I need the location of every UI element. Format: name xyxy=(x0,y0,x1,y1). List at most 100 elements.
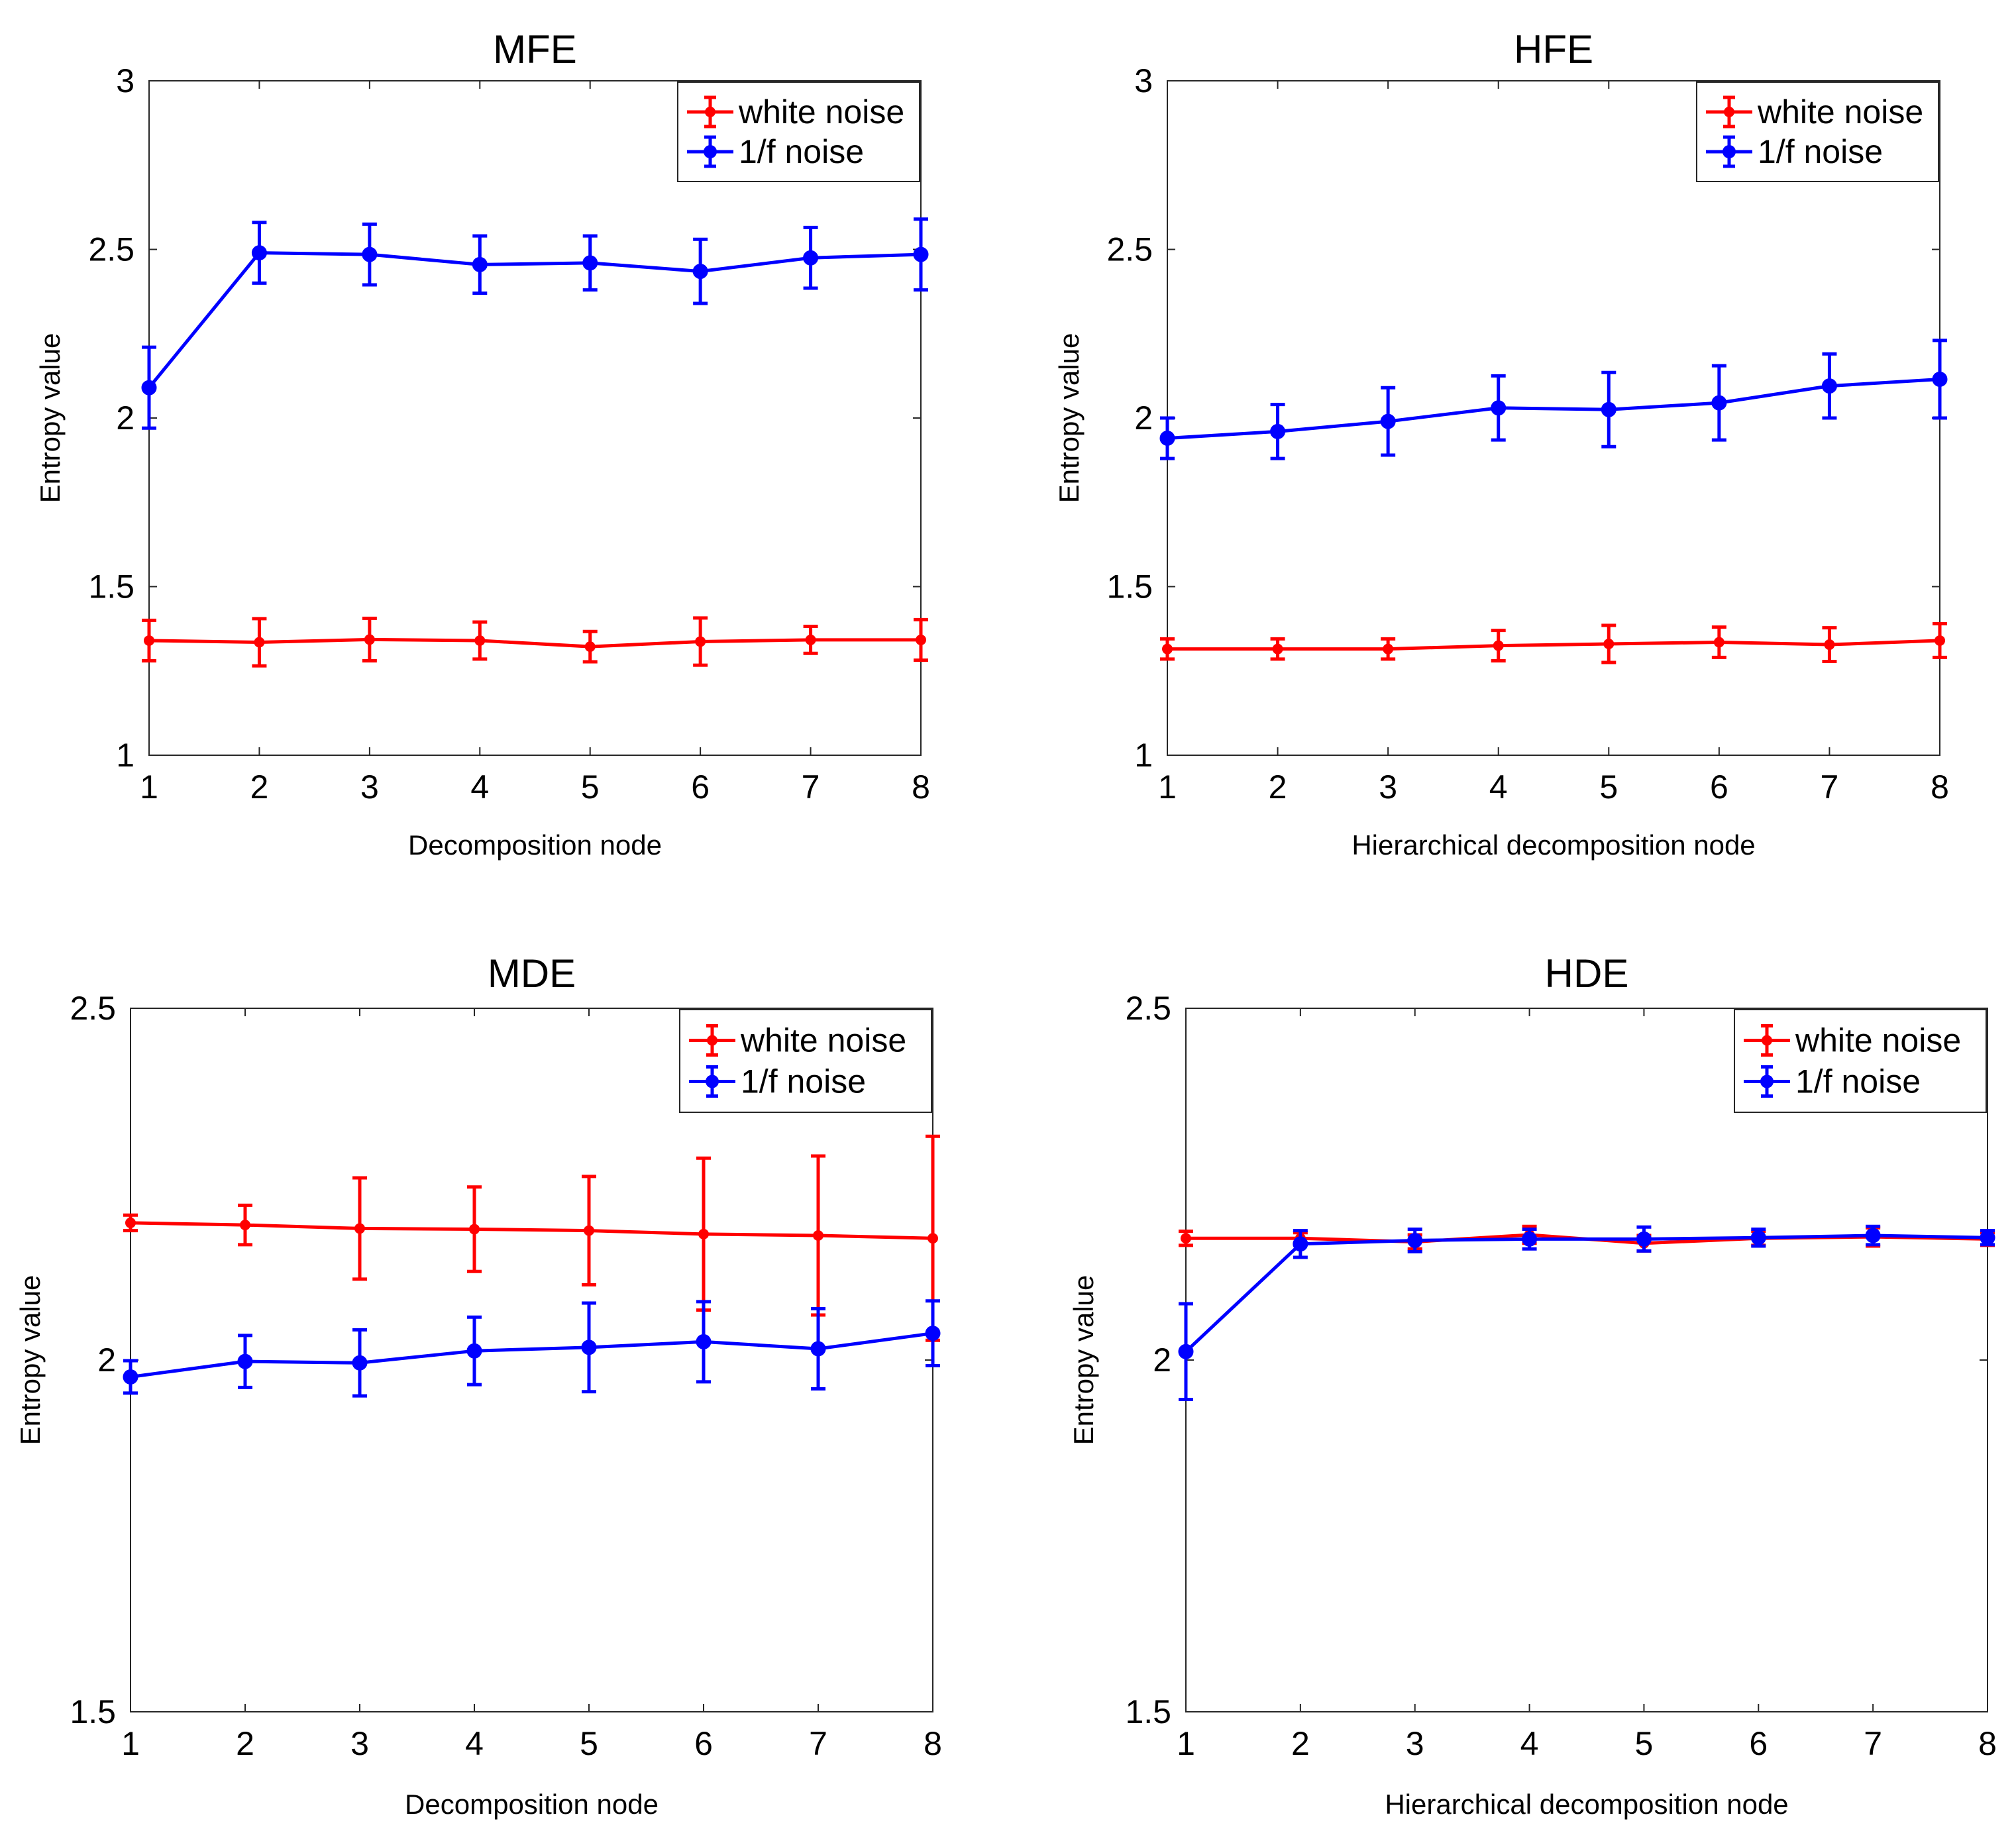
data-point xyxy=(123,1369,138,1385)
data-point xyxy=(254,637,265,648)
legend-label: 1/f noise xyxy=(739,133,864,170)
legend-box xyxy=(1696,81,1939,182)
x-tick-label: 8 xyxy=(1978,1725,1997,1762)
data-point xyxy=(1750,1230,1766,1245)
x-tick-label: 3 xyxy=(350,1725,369,1762)
series-line xyxy=(1185,1234,1988,1353)
x-tick-label: 5 xyxy=(1635,1725,1654,1762)
data-point xyxy=(474,635,486,646)
series-1-f-noise xyxy=(123,1299,941,1398)
data-point xyxy=(1178,1343,1194,1359)
x-tick-label: 8 xyxy=(1931,768,1949,806)
data-point xyxy=(805,634,816,645)
data-point xyxy=(1522,1231,1538,1247)
legend: white noise 1/f noise xyxy=(1734,1009,1987,1113)
y-tick-label: 1.5 xyxy=(1125,1693,1171,1730)
legend-box xyxy=(1734,1009,1987,1113)
legend-item: 1/f noise xyxy=(1744,1063,1921,1100)
data-point xyxy=(695,636,706,647)
legend-item: white noise xyxy=(1706,93,1923,131)
legend-item: 1/f noise xyxy=(1706,133,1883,170)
legend-box xyxy=(677,81,920,182)
chart-title: MFE xyxy=(493,27,577,72)
y-tick-label: 2.5 xyxy=(1125,990,1171,1027)
series-1-f-noise xyxy=(1178,1224,1995,1401)
data-point xyxy=(692,264,708,280)
x-tick-label: 7 xyxy=(802,768,820,806)
x-tick-label: 6 xyxy=(694,1725,713,1762)
data-point xyxy=(1821,378,1837,394)
y-axis-label: Entropy value xyxy=(34,333,66,503)
series-1-f-noise xyxy=(1159,339,1948,460)
y-tick-label: 2.5 xyxy=(1106,231,1153,268)
chart-panel-mde: 1 2 3 4 5 6 7 8 1.5 2 2.5 MDE Decomposition node Entr… xyxy=(15,951,942,1820)
legend-marker xyxy=(705,107,716,117)
y-tick-label: 1.5 xyxy=(88,568,134,605)
x-tick-label: 2 xyxy=(236,1725,254,1762)
data-point xyxy=(144,635,154,646)
data-point xyxy=(469,1224,480,1235)
series-1-f-noise xyxy=(141,217,929,430)
legend-label: white noise xyxy=(738,93,904,131)
data-point xyxy=(1603,639,1615,650)
data-point xyxy=(1380,413,1396,429)
x-tick-label: 5 xyxy=(580,1725,598,1762)
data-point xyxy=(581,1340,597,1355)
chart-title: MDE xyxy=(488,951,576,996)
legend-label: white noise xyxy=(1795,1022,1961,1059)
data-point xyxy=(1407,1232,1423,1248)
chart-title: HDE xyxy=(1545,951,1629,996)
x-tick-label: 1 xyxy=(140,768,158,806)
y-tick-label: 2.5 xyxy=(70,990,116,1027)
legend-marker xyxy=(707,1035,717,1046)
y-axis-label: Entropy value xyxy=(1053,333,1085,503)
x-tick-label: 4 xyxy=(1520,1725,1539,1762)
legend-item: 1/f noise xyxy=(689,1063,866,1100)
data-point xyxy=(141,380,157,395)
chart-panel-mfe: 1 2 3 4 5 6 7 8 1 1.5 2 2.5 3 MFE Decomposition node En… xyxy=(34,27,930,861)
data-point xyxy=(913,246,929,262)
data-point xyxy=(813,1230,823,1241)
y-tick-label: 1 xyxy=(116,737,134,774)
data-point xyxy=(125,1217,136,1228)
legend-label: white noise xyxy=(740,1022,906,1059)
data-point xyxy=(1824,639,1835,651)
legend-box xyxy=(679,1009,932,1113)
data-point xyxy=(1980,1230,1995,1245)
data-point xyxy=(696,1334,712,1349)
data-point xyxy=(1270,423,1286,439)
data-point xyxy=(1713,637,1724,648)
legend-item: white noise xyxy=(689,1022,906,1059)
data-point xyxy=(472,256,488,272)
data-point xyxy=(364,634,375,645)
legend-marker xyxy=(1762,1035,1772,1046)
y-axis-label: Entropy value xyxy=(1068,1275,1099,1445)
series-line xyxy=(130,1332,933,1379)
x-axis-label: Hierarchical decomposition node xyxy=(1352,829,1755,861)
x-tick-label: 1 xyxy=(121,1725,140,1762)
x-tick-label: 6 xyxy=(691,768,710,806)
data-point xyxy=(698,1228,709,1239)
y-tick-label: 3 xyxy=(116,62,134,99)
x-tick-label: 3 xyxy=(360,768,379,806)
chart-panel-hfe: 1 2 3 4 5 6 7 8 1 1.5 2 2.5 3 HFE Hierarchical decompo… xyxy=(1053,27,1949,861)
x-tick-label: 4 xyxy=(470,768,489,806)
x-tick-label: 5 xyxy=(1599,768,1618,806)
data-point xyxy=(1601,401,1617,417)
x-tick-label: 3 xyxy=(1406,1725,1424,1762)
data-point xyxy=(1491,400,1507,416)
data-point xyxy=(1272,643,1283,655)
data-point xyxy=(1711,395,1727,411)
data-point xyxy=(810,1341,826,1357)
chart-title: HFE xyxy=(1514,27,1593,72)
data-point xyxy=(1935,635,1945,646)
data-point xyxy=(362,246,378,262)
legend-marker xyxy=(706,1075,719,1088)
series-line xyxy=(148,251,922,389)
data-point xyxy=(584,641,596,653)
legend-label: 1/f noise xyxy=(1795,1063,1921,1100)
x-axis-label: Hierarchical decomposition node xyxy=(1385,1789,1788,1820)
data-point xyxy=(1383,643,1394,655)
y-tick-label: 2.5 xyxy=(88,231,134,268)
